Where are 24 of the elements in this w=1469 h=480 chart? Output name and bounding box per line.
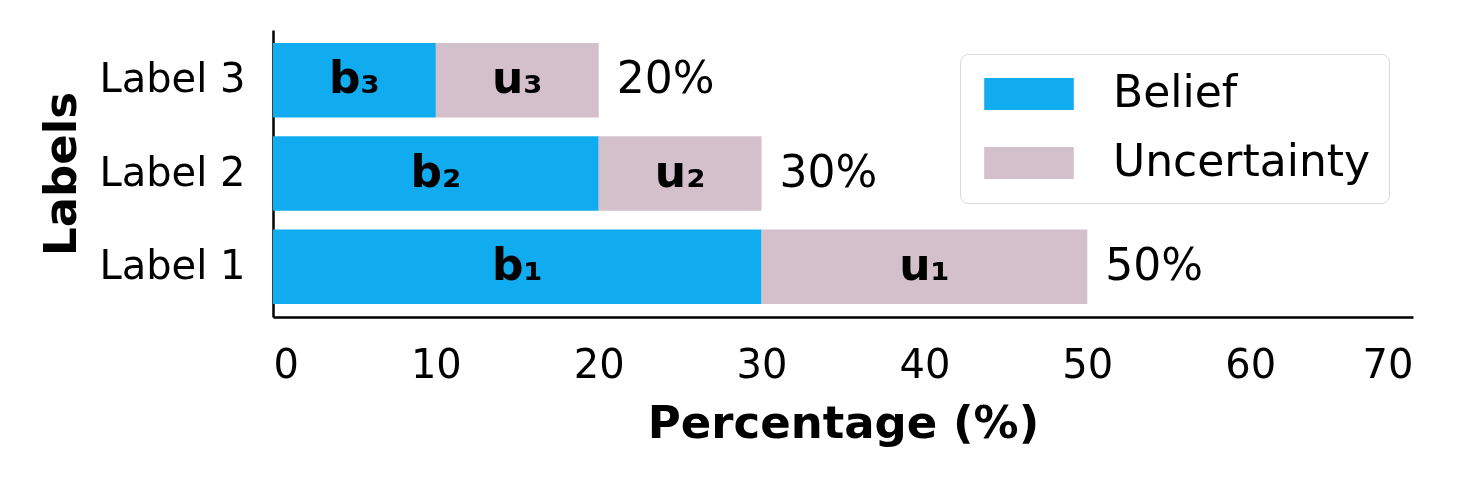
x-tick-label: 50 [1062, 340, 1114, 387]
data-label: b₂ [410, 145, 462, 197]
x-axis-title: Percentage (%) [647, 395, 1040, 449]
legend-label: Belief [1113, 66, 1239, 117]
x-tick-label: 40 [899, 340, 951, 387]
legend-label: Uncertainty [1113, 135, 1371, 186]
x-tick-label: 60 [1225, 340, 1277, 387]
y-tick-label: Label 2 [99, 148, 246, 195]
x-tick-label: 70 [1362, 340, 1414, 387]
total-label: 30% [779, 145, 878, 197]
data-label: u₂ [654, 145, 706, 197]
x-tick-label: 0 [273, 340, 299, 387]
y-tick-label: Label 1 [99, 241, 246, 288]
data-label: u₃ [491, 52, 543, 104]
y-tick-label: Label 3 [99, 55, 246, 102]
data-label: u₁ [899, 238, 950, 290]
data-label: b₁ [491, 238, 543, 290]
x-tick-label: 20 [573, 340, 625, 387]
y-axis-title: Labels [34, 92, 88, 256]
data-label: b₃ [329, 52, 380, 104]
total-label: 50% [1105, 238, 1204, 290]
total-label: 20% [616, 52, 715, 104]
x-tick-label: 10 [410, 340, 462, 387]
x-tick-label: 30 [736, 340, 788, 387]
